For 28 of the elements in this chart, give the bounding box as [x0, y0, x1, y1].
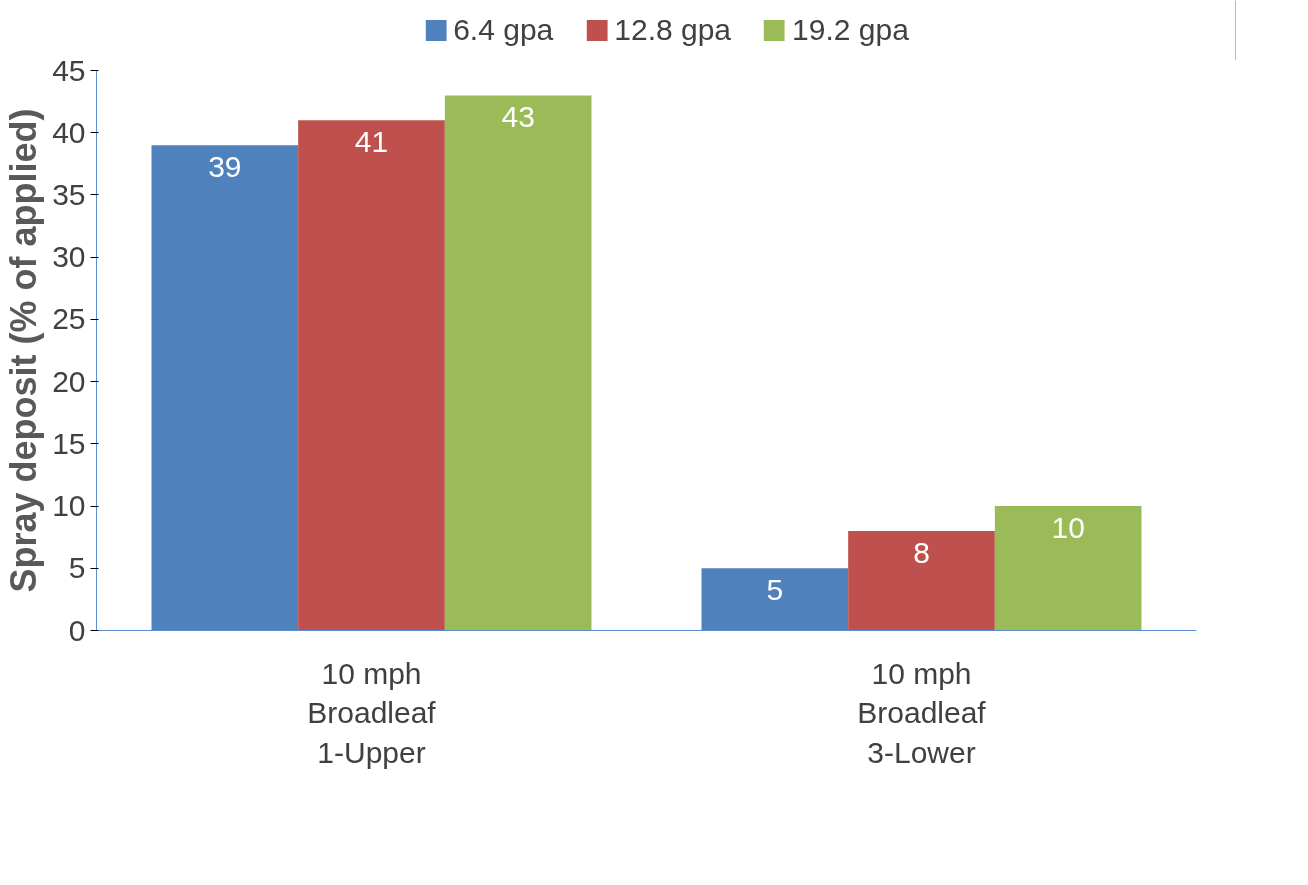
y-tick-label: 45 [52, 53, 86, 87]
legend-label: 12.8 gpa [614, 13, 732, 47]
y-tick-label: 0 [68, 613, 86, 647]
data-label: 10 [1051, 511, 1085, 545]
data-label: 39 [208, 150, 242, 184]
y-tick-label: 5 [68, 551, 86, 585]
x-tick-label: 10 mph Broadleaf 1-Upper [307, 656, 437, 769]
bar [701, 568, 849, 631]
bar [151, 145, 299, 631]
y-tick-label: 20 [52, 364, 86, 398]
legend-label: 19.2 gpa [792, 13, 909, 47]
y-tick-label: 10 [52, 489, 86, 523]
bar [848, 530, 995, 631]
data-label: 8 [913, 535, 930, 569]
y-tick-label: 35 [52, 177, 86, 211]
data-label: 41 [354, 125, 389, 159]
y-tick-label: 15 [52, 426, 86, 460]
data-label: 5 [766, 573, 784, 607]
y-tick-label: 30 [52, 240, 86, 274]
bar [444, 95, 592, 631]
y-tick-label: 25 [52, 302, 86, 336]
y-tick-label: 40 [52, 115, 86, 149]
legend-label: 6.4 gpa [453, 13, 554, 47]
bar [298, 120, 445, 631]
data-label: 43 [501, 100, 535, 134]
bar [994, 506, 1142, 631]
x-tick-label: 10 mph Broadleaf 3-Lower [857, 656, 987, 769]
y-axis-title: Spray deposit (% of applied) [3, 108, 45, 593]
